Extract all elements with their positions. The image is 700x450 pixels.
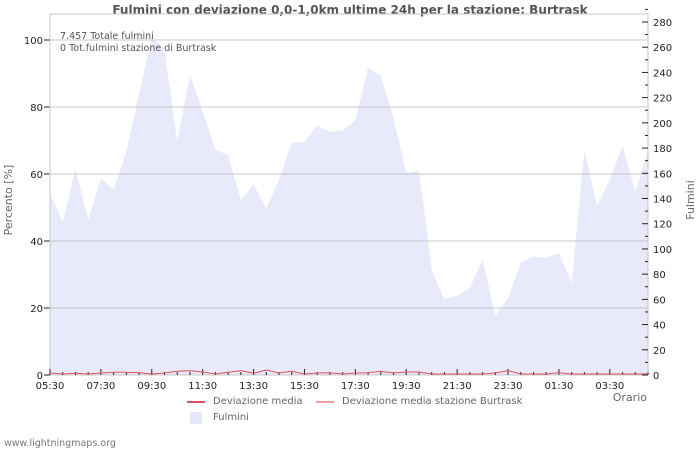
fulmini-area [50, 37, 648, 375]
legend-swatch-station-deviation [316, 401, 334, 403]
x-axis-label: 15:30 [290, 381, 319, 392]
right-axis-label: 200 [653, 119, 672, 130]
right-axis-label: 220 [653, 94, 672, 105]
x-axis-title: Orario [613, 391, 648, 404]
x-axis-label: 17:30 [341, 381, 370, 392]
x-axis-label: 23:30 [494, 381, 523, 392]
x-axis-label: 21:30 [443, 381, 472, 392]
right-axis-label: 80 [653, 270, 666, 281]
x-axis-label: 19:30 [392, 381, 421, 392]
x-axis-label: 07:30 [86, 381, 115, 392]
x-axis-label: 03:30 [595, 381, 624, 392]
left-axis-label: 0 [37, 371, 43, 382]
x-axis-label: 05:30 [36, 381, 65, 392]
right-axis-label: 280 [653, 18, 672, 29]
left-axis-label: 100 [24, 36, 43, 47]
right-axis-label: 260 [653, 43, 672, 54]
legend-label-fulmini: Fulmini [213, 412, 249, 423]
right-axis-label: 160 [653, 169, 672, 180]
left-axis-label: 80 [30, 103, 43, 114]
right-axis-label: 240 [653, 68, 672, 79]
right-axis-label: 0 [653, 371, 659, 382]
right-axis-label: 120 [653, 220, 672, 231]
left-axis-label: 40 [30, 237, 43, 248]
left-axis-label: 60 [30, 170, 43, 181]
right-axis-label: 60 [653, 295, 666, 306]
right-axis-title: Fulmini [684, 180, 697, 220]
footer-source: www.lightningmaps.org [4, 438, 116, 449]
x-axis-label: 11:30 [188, 381, 217, 392]
station-strikes-note: 0 Tot.fulmini stazione di Burtrask [60, 43, 217, 54]
right-axis-label: 40 [653, 321, 666, 332]
legend-swatch-fulmini [190, 412, 202, 424]
x-axis-label: 13:30 [239, 381, 268, 392]
legend-swatch-deviation [187, 401, 205, 403]
right-axis-label: 20 [653, 346, 666, 357]
total-strikes-note: 7.457 Totale fulmini [60, 31, 154, 42]
left-axis-label: 20 [30, 304, 43, 315]
right-axis-label: 140 [653, 195, 672, 206]
left-axis-title: Percento [%] [2, 165, 15, 236]
legend-label-station-deviation: Deviazione media stazione Burtrask [342, 396, 523, 407]
x-axis-label: 09:30 [137, 381, 166, 392]
legend-label-deviation: Deviazione media [213, 396, 303, 407]
right-axis-label: 100 [653, 245, 672, 256]
right-axis-label: 180 [653, 144, 672, 155]
deviation-line [49, 369, 648, 375]
x-axis-label: 01:30 [545, 381, 574, 392]
